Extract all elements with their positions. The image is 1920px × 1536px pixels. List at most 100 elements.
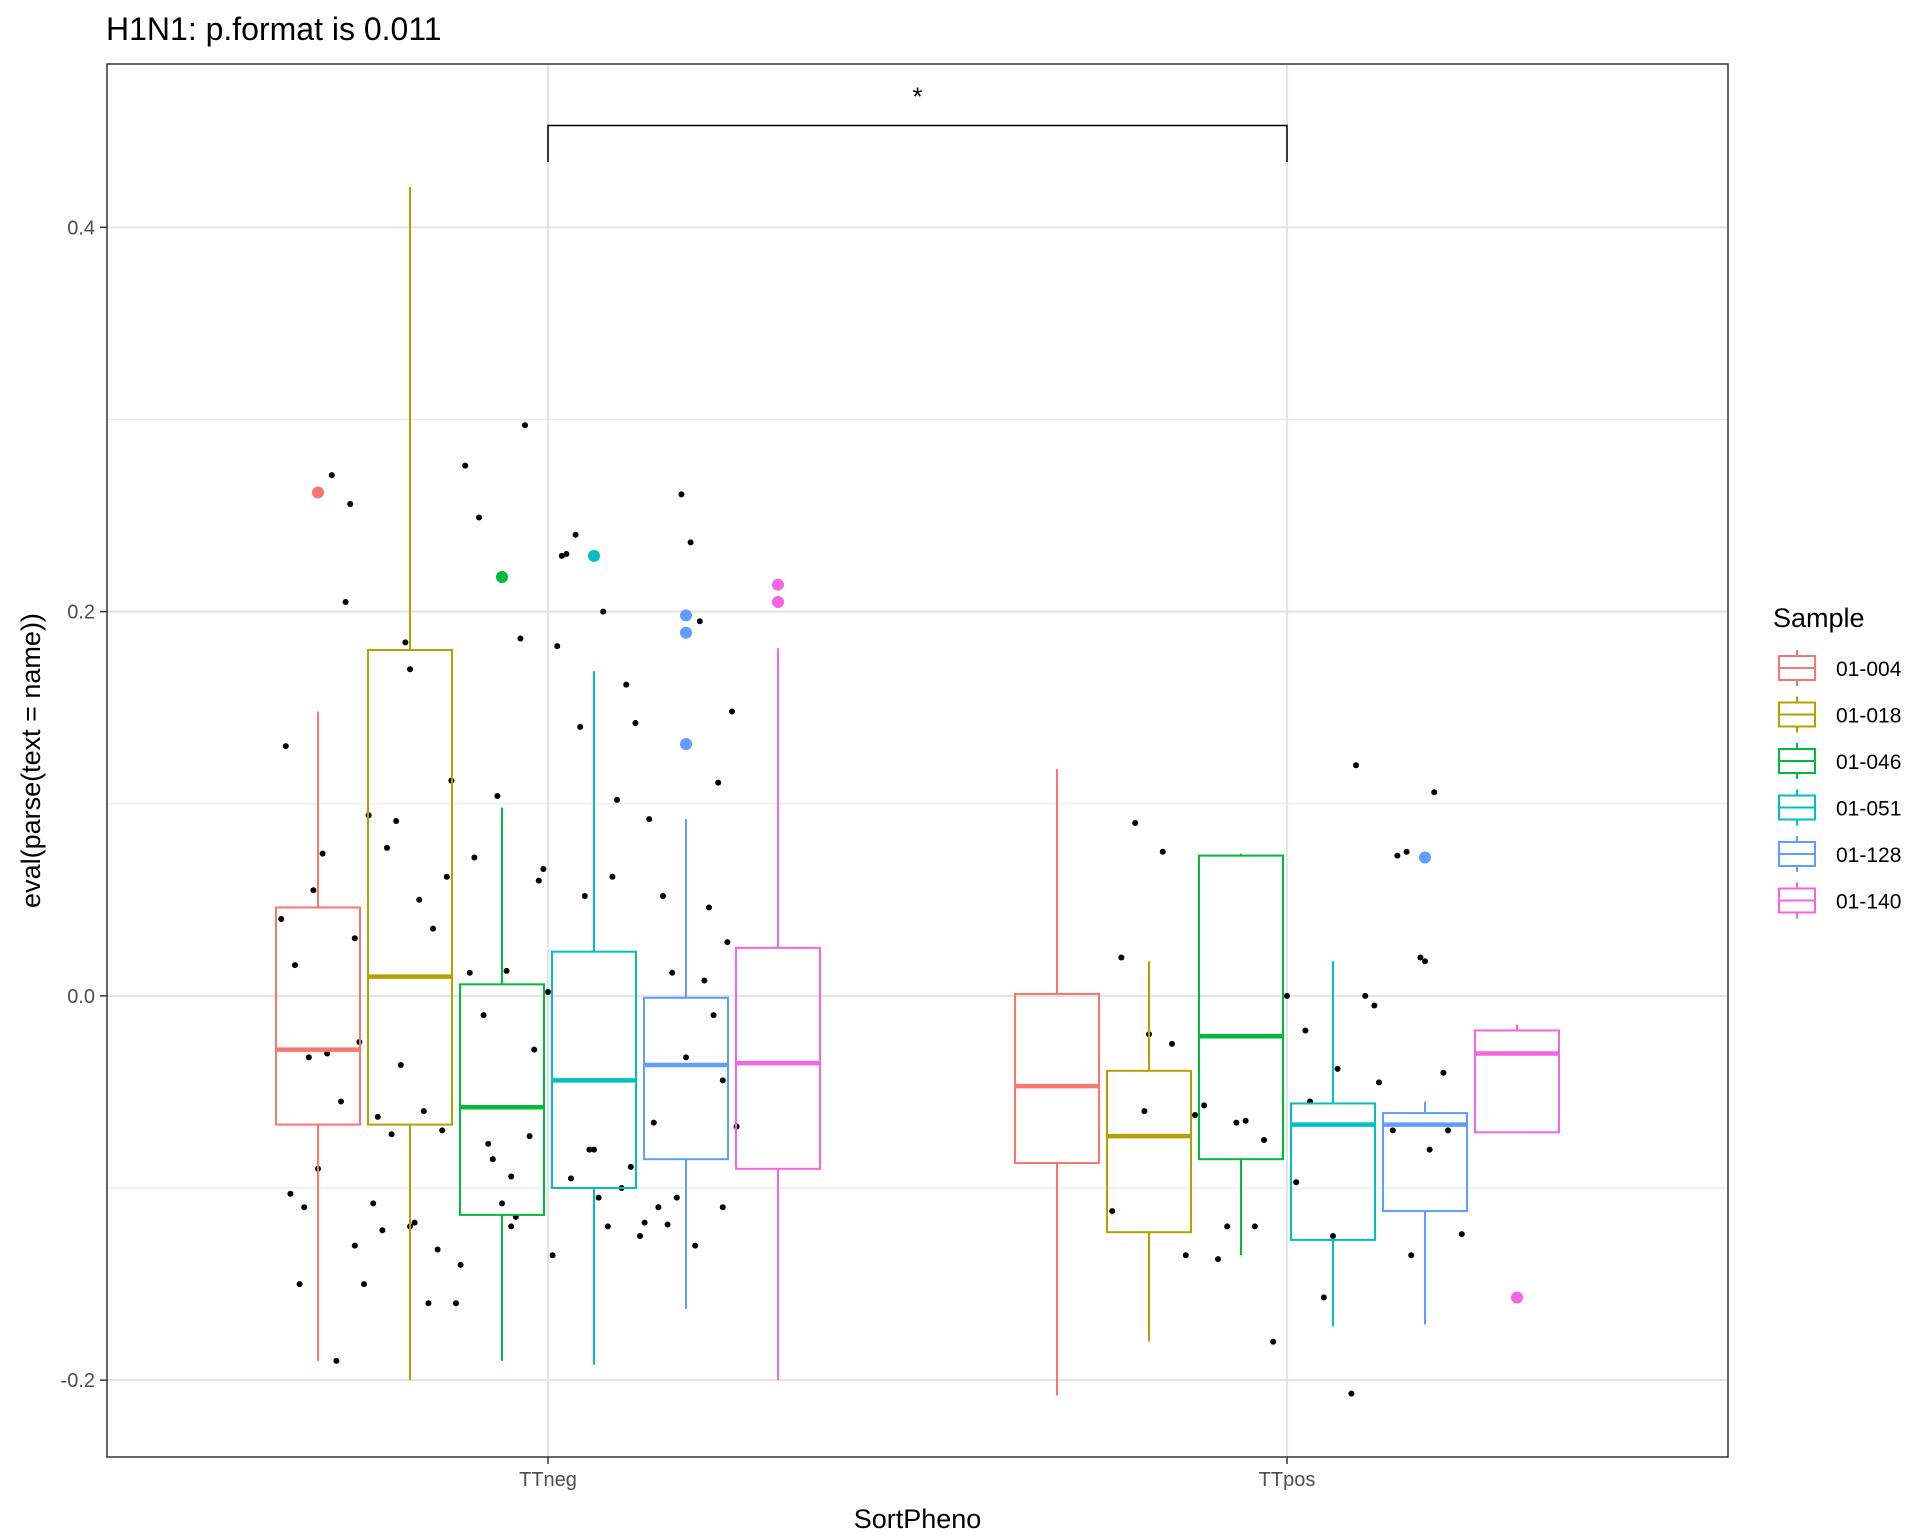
jitter-point	[595, 1194, 602, 1201]
y-axis: -0.2 0.0 0.2 0.4	[61, 217, 107, 1392]
boxplot-01-128-TTneg	[643, 819, 729, 1310]
x-axis-title: SortPheno	[854, 1504, 982, 1534]
jitter-point	[328, 472, 335, 479]
jitter-point	[637, 1233, 643, 1240]
jitter-point	[278, 916, 285, 923]
jitter-point	[531, 1046, 538, 1053]
y-tick-label: 0.4	[67, 217, 95, 239]
jitter-point	[434, 1246, 441, 1253]
jitter-point	[669, 969, 676, 976]
box	[1474, 1029, 1560, 1134]
y-tick-label: 0.2	[67, 602, 95, 624]
jitter-point	[1320, 1294, 1327, 1301]
outlier-point	[680, 609, 692, 622]
jitter-point	[1251, 1223, 1258, 1230]
outlier-point	[680, 738, 692, 751]
boxplot-01-140-TTpos	[1474, 1024, 1560, 1134]
jitter-point	[1362, 992, 1369, 999]
jitter-point	[1242, 1117, 1249, 1124]
jitter-point	[545, 989, 551, 996]
outlier-point	[772, 595, 784, 608]
box	[1106, 1069, 1192, 1234]
jitter-point	[384, 844, 390, 851]
legend-item-01-004: 01-004	[1778, 650, 1902, 686]
jitter-point	[453, 1300, 459, 1307]
jitter-point	[1201, 1102, 1208, 1109]
jitter-point	[310, 887, 317, 894]
boxplot-01-051-TTneg	[551, 671, 637, 1365]
jitter-point	[489, 1156, 496, 1163]
jitter-point	[641, 1219, 648, 1226]
jitter-point	[1270, 1338, 1277, 1345]
boxplot-01-018-TTpos	[1106, 961, 1192, 1342]
legend-label: 01-018	[1836, 705, 1901, 728]
jitter-point	[1431, 789, 1438, 796]
jitter-point	[650, 1119, 657, 1126]
legend-title: Sample	[1773, 603, 1865, 633]
significance-bracket: *	[547, 81, 1288, 162]
jitter-point	[282, 743, 289, 750]
y-axis-title: eval(parse(text = name))	[16, 613, 46, 908]
outlier-point	[772, 578, 784, 591]
jitter-point	[1330, 1233, 1336, 1240]
jitter-point	[710, 1012, 717, 1019]
legend-label: 01-051	[1836, 798, 1901, 821]
legend-label: 01-004	[1836, 658, 1902, 681]
jitter-point	[1417, 954, 1424, 961]
jitter-point	[305, 1054, 312, 1061]
jitter-point	[351, 935, 358, 942]
significance-label: *	[912, 81, 922, 111]
jitter-point	[296, 1281, 303, 1288]
jitter-point	[370, 1200, 377, 1207]
jitter-point	[724, 939, 731, 946]
bracket-line	[547, 124, 1288, 162]
jitter-point	[508, 1173, 515, 1180]
jitter-point	[1169, 1040, 1175, 1047]
jitter-point	[627, 1163, 634, 1170]
y-tick-label: -0.2	[61, 1370, 95, 1392]
jitter-point	[1215, 1256, 1221, 1263]
legend-label: 01-140	[1836, 891, 1901, 914]
boxplot-01-128-TTpos	[1382, 1101, 1468, 1325]
jitter-point	[1440, 1069, 1447, 1076]
jitter-point	[1408, 1252, 1415, 1259]
box	[1198, 854, 1284, 1161]
jitter-point	[1422, 958, 1428, 965]
jitter-point	[1458, 1231, 1465, 1238]
jitter-point	[577, 723, 584, 730]
jitter-point	[719, 1077, 726, 1084]
jitter-point	[526, 1133, 533, 1140]
jitter-point	[476, 514, 482, 521]
outlier-points	[312, 486, 1523, 1304]
jitter-point	[1353, 762, 1359, 769]
jitter-point	[397, 1062, 404, 1069]
box	[735, 946, 821, 1170]
jitter-point	[351, 1242, 358, 1249]
legend: Sample 01-004 01-018 01-046 01-051 01-128 01-1…	[1773, 603, 1902, 919]
jitter-point	[324, 1050, 331, 1057]
jitter-point	[687, 539, 694, 546]
jitter-point	[1192, 1111, 1198, 1118]
jitter-point	[1376, 1079, 1382, 1086]
jitter-point	[729, 708, 735, 715]
jitter-point	[554, 643, 561, 650]
jitter-point	[333, 1357, 340, 1364]
jitter-point	[480, 1012, 487, 1019]
jitter-point	[591, 1146, 597, 1153]
jitter-point	[646, 816, 653, 823]
jitter-point	[664, 1221, 671, 1228]
jitter-point	[549, 1252, 556, 1259]
boxplots	[275, 186, 1560, 1396]
outlier-point	[1419, 851, 1431, 864]
jitter-point	[1348, 1390, 1355, 1397]
jitter-point	[292, 962, 298, 969]
jitter-point	[287, 1190, 294, 1197]
chart-title: H1N1: p.format is 0.011	[106, 11, 442, 47]
jitter-point	[701, 977, 708, 984]
jitter-point	[632, 720, 639, 727]
jitter-point	[361, 1281, 367, 1288]
jitter-point	[581, 892, 588, 899]
jitter-point	[499, 1200, 505, 1207]
jitter-point	[568, 1175, 574, 1182]
